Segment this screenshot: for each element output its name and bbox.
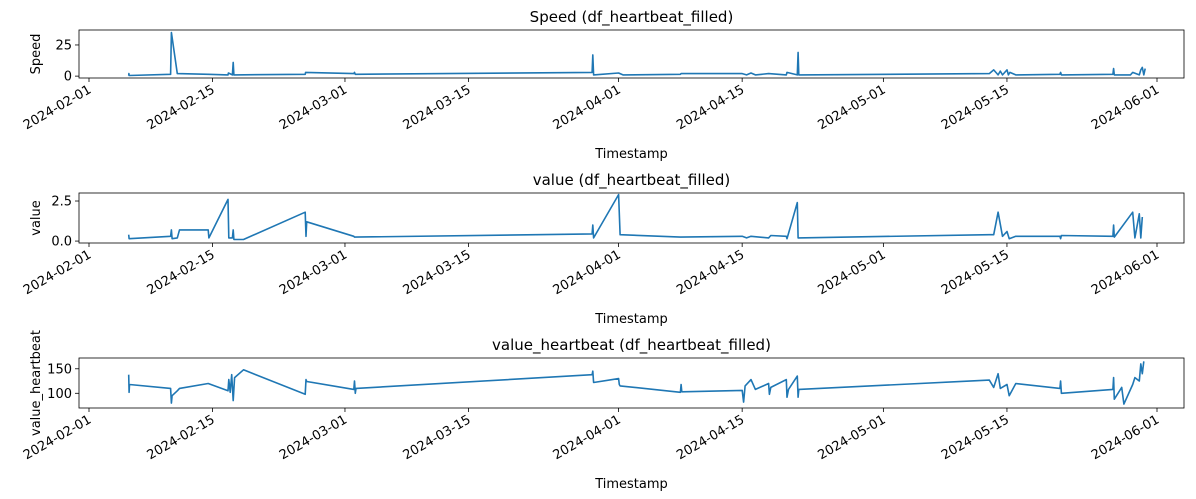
y-axis-label: value — [29, 200, 44, 236]
speed-subplot: Speed (df_heartbeat_filled) 0 25 Speed 2024-… — [21, 8, 1185, 162]
y-tick-label: 0.0 — [51, 235, 72, 250]
value-heartbeat-subplot: value_heartbeat (df_heartbeat_filled) 100… — [21, 330, 1185, 492]
axes-frame — [78, 29, 1185, 79]
x-tick-label: 2024-04-15 — [674, 412, 747, 463]
subplot-title: value (df_heartbeat_filled) — [533, 171, 731, 190]
value-subplot: value (df_heartbeat_filled) 0.0 2.5 value 20… — [21, 171, 1185, 327]
x-tick-label: 2024-02-15 — [145, 247, 218, 298]
subplot-title: Speed (df_heartbeat_filled) — [530, 8, 734, 27]
x-tick-label: 2024-04-01 — [551, 412, 624, 463]
x-tick-label: 2024-02-01 — [21, 247, 94, 298]
x-tick-label: 2024-03-01 — [277, 412, 350, 463]
x-tick-label: 2024-05-15 — [939, 412, 1012, 463]
series-line — [127, 361, 1145, 405]
x-tick-label: 2024-02-15 — [145, 82, 218, 133]
x-axis-label: Timestamp — [594, 312, 668, 327]
y-tick-label: 25 — [55, 38, 72, 53]
axes-frame — [78, 357, 1185, 409]
x-tick-label: 2024-04-15 — [674, 82, 747, 133]
series-line — [127, 31, 1146, 77]
x-tick-label: 2024-02-01 — [21, 82, 94, 133]
subplot-title: value_heartbeat (df_heartbeat_filled) — [492, 336, 771, 355]
x-tick-label: 2024-06-01 — [1089, 412, 1162, 463]
x-tick-label: 2024-05-01 — [815, 412, 888, 463]
x-tick-label: 2024-03-15 — [401, 412, 474, 463]
x-tick-label: 2024-06-01 — [1089, 82, 1162, 133]
y-axis-label: value_heartbeat — [29, 330, 44, 436]
x-tick-label: 2024-03-15 — [401, 247, 474, 298]
x-tick-label: 2024-06-01 — [1089, 247, 1162, 298]
x-tick-label: 2024-03-15 — [401, 82, 474, 133]
x-tick-label: 2024-05-15 — [939, 82, 1012, 133]
y-tick-label: 150 — [47, 362, 72, 377]
y-tick-label: 0 — [64, 70, 72, 85]
y-axis-label: Speed — [29, 34, 44, 75]
y-tick-label: 2.5 — [51, 195, 72, 210]
x-tick-label: 2024-04-15 — [674, 247, 747, 298]
series-line — [127, 193, 1144, 241]
x-tick-label: 2024-05-15 — [939, 247, 1012, 298]
x-tick-label: 2024-03-01 — [277, 82, 350, 133]
x-tick-label: 2024-03-01 — [277, 247, 350, 298]
x-tick-label: 2024-05-01 — [815, 247, 888, 298]
x-tick-label: 2024-04-01 — [551, 247, 624, 298]
x-tick-label: 2024-04-01 — [551, 82, 624, 133]
axes-frame — [78, 192, 1185, 244]
x-tick-label: 2024-02-15 — [145, 412, 218, 463]
y-tick-label: 100 — [47, 387, 72, 402]
x-tick-label: 2024-05-01 — [815, 82, 888, 133]
x-axis-label: Timestamp — [594, 477, 668, 492]
x-axis-label: Timestamp — [594, 147, 668, 162]
